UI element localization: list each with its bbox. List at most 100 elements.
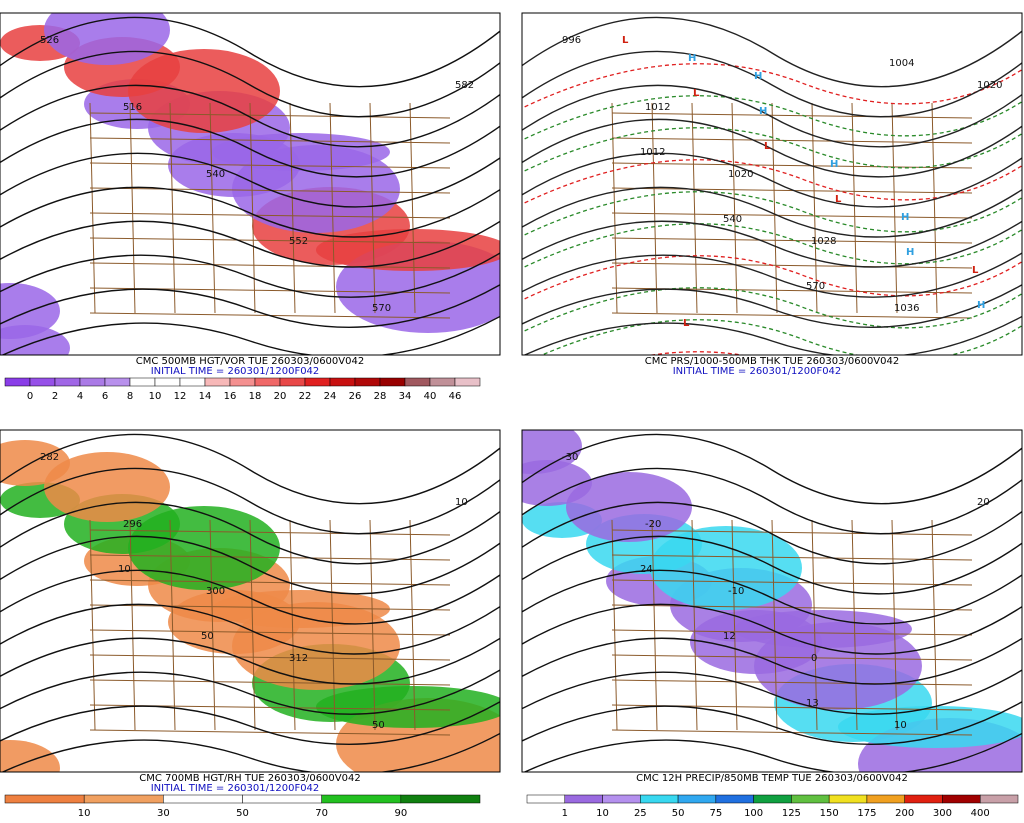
border: [89, 629, 451, 636]
contour: [0, 700, 500, 745]
contour: [0, 569, 500, 625]
colorbar-segment: [321, 794, 402, 804]
pressure-center: H: [754, 71, 762, 82]
border: [209, 102, 216, 314]
panel-title: CMC 500MB HGT/VOR TUE 260303/0600V042: [136, 356, 364, 367]
contour: [0, 84, 500, 148]
contour-label: 540: [206, 169, 225, 180]
contour: [0, 669, 500, 715]
border: [731, 102, 738, 314]
map-content: -30 -20 -10 0 10 20 24 12 13: [522, 430, 1022, 772]
contour: [0, 535, 500, 595]
contour-label: 312: [289, 653, 308, 664]
colorbar-label: 28: [374, 391, 387, 402]
map-frame: [0, 429, 501, 773]
contour: [522, 252, 1022, 298]
contour: [522, 603, 1022, 655]
colorbar-segment: [163, 794, 243, 804]
border: [611, 579, 973, 586]
border: [611, 137, 973, 144]
contour-label: 0: [811, 653, 817, 664]
contour: [0, 467, 500, 535]
map-panel: 996 1012 1020 1028 1036 1020 1012 540 570 1004 L L L…: [521, 12, 1023, 377]
border: [89, 162, 451, 169]
colorbar-label: 46: [449, 391, 462, 402]
border: [89, 112, 451, 119]
colorbar-label: 10: [149, 391, 162, 402]
contour-label: 1012: [645, 102, 670, 113]
colorbar-segment: [354, 377, 381, 387]
colorbar-segment: [526, 794, 566, 804]
pressure-center: L: [972, 265, 979, 276]
colorbar-label: 26: [349, 391, 362, 402]
contour-dashed: [522, 287, 1022, 333]
pressure-center: L: [683, 318, 690, 329]
contour-label: 282: [40, 452, 59, 463]
initial-time: INITIAL TIME = 260301/1200F042: [151, 783, 320, 794]
contour: [522, 535, 1022, 595]
colorbar-segment: [29, 377, 56, 387]
contour-label: 570: [806, 281, 825, 292]
colorbar-label: 16: [224, 391, 237, 402]
contour: [522, 220, 1022, 268]
contour: [0, 220, 500, 268]
pressure-center: L: [622, 35, 629, 46]
colorbar-label: 2: [52, 391, 58, 402]
map-background: [522, 13, 1022, 355]
border: [89, 529, 451, 536]
contour-label: -30: [562, 452, 578, 463]
border: [731, 519, 738, 731]
colorbar-segment: [942, 794, 981, 804]
contour-label: 10: [455, 497, 468, 508]
contour-label: 1020: [977, 80, 1002, 91]
contour-label: 12: [723, 631, 736, 642]
contour-label: 10: [118, 564, 131, 575]
border: [89, 237, 451, 244]
contour-label: 20: [977, 497, 990, 508]
border: [89, 654, 451, 661]
colorbar-segment: [454, 377, 481, 387]
border: [611, 629, 973, 636]
colorbar-segment: [429, 377, 456, 387]
colorbar-segment: [4, 794, 85, 804]
colorbar-label: 34: [399, 391, 412, 402]
shaded-area: [522, 430, 582, 474]
contour: [522, 637, 1022, 685]
colorbar-label: 8: [127, 391, 133, 402]
border: [811, 519, 818, 731]
border: [611, 554, 973, 561]
shaded-area: [212, 133, 390, 171]
colorbar-label: 0: [27, 391, 33, 402]
colorbar-label: 50: [672, 808, 685, 819]
contour-label: 24: [640, 564, 653, 575]
contour-label: 1004: [889, 58, 914, 69]
contour: [522, 152, 1022, 208]
contour-dashed: [522, 95, 1022, 141]
contour-label: 300: [206, 586, 225, 597]
border: [169, 102, 176, 314]
border: [611, 212, 973, 219]
contour-label: 516: [123, 102, 142, 113]
colorbar-label: 70: [315, 808, 328, 819]
colorbar-label: 25: [634, 808, 647, 819]
colorbar-segment: [242, 794, 322, 804]
colorbar-label: 50: [236, 808, 249, 819]
panel-title: CMC 700MB HGT/RH TUE 260303/0600V042: [139, 773, 360, 784]
contour: [522, 50, 1022, 118]
pressure-center: H: [901, 212, 909, 223]
border: [89, 579, 451, 586]
colorbar-segment: [979, 794, 1019, 804]
contour: [0, 252, 500, 298]
border: [891, 519, 898, 731]
contour-label: 1012: [640, 147, 665, 158]
border: [209, 519, 216, 731]
panel-title: CMC PRS/1000-500MB THK TUE 260303/0600V0…: [645, 356, 900, 367]
border: [289, 102, 296, 314]
contour-dashed: [540, 319, 1022, 355]
colorbar-segment: [79, 377, 106, 387]
border: [329, 519, 336, 731]
border: [611, 237, 973, 244]
contour-label: -10: [728, 586, 744, 597]
colorbar-segment: [602, 794, 641, 804]
